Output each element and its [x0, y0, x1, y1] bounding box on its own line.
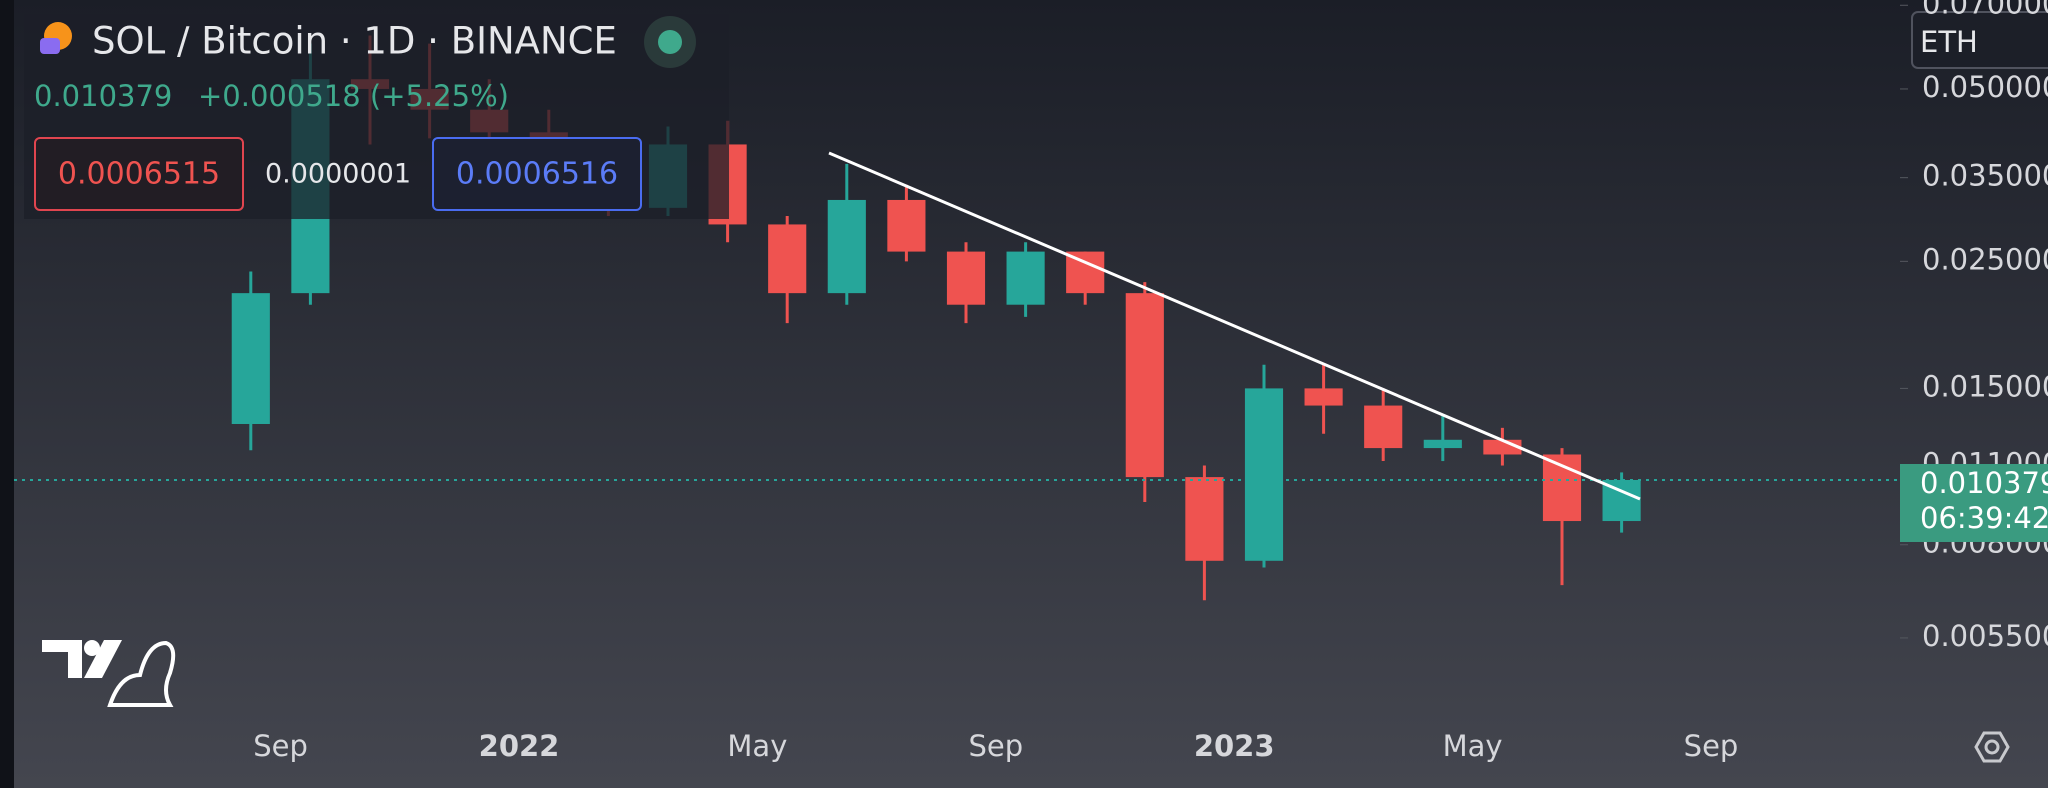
candle-body: [946, 251, 986, 305]
candle-body: [1364, 405, 1403, 449]
symbol-icon-sol: [40, 38, 60, 54]
last-price-label: 0.010379: [1920, 466, 2048, 500]
x-tick-label: 2022: [479, 729, 560, 763]
left-edge: [0, 0, 14, 788]
y-tick-label: 0.035000: [1922, 159, 2048, 193]
x-tick-label: Sep: [1684, 729, 1739, 763]
candle-body: [231, 293, 270, 424]
spread: 0.0000001: [265, 159, 411, 190]
sell-button[interactable]: [34, 137, 244, 211]
candle-body: [827, 199, 866, 294]
y-tick-label: 0.005500: [1922, 619, 2048, 653]
x-tick-label: May: [1443, 729, 1503, 763]
x-tick-label: 2023: [1194, 729, 1275, 763]
tv-logo: [42, 640, 176, 707]
last-price: 0.010379: [34, 79, 172, 113]
x-tick-label: May: [727, 729, 787, 763]
last-price-box: [1900, 463, 2048, 542]
logo-dino: [107, 640, 176, 707]
settings-icon[interactable]: [1974, 731, 2010, 763]
logo-slash: [84, 640, 122, 678]
logo-7: [42, 640, 82, 678]
bid-price[interactable]: 0.0006515: [58, 157, 220, 192]
y-tick-label: 0.025000: [1922, 242, 2048, 276]
y-tick-label: 0.050000: [1922, 70, 2048, 104]
status-dot: [658, 30, 682, 54]
x-tick-label: Sep: [968, 729, 1023, 763]
logo-dot: [84, 640, 100, 656]
ask-price[interactable]: 0.0006516: [456, 157, 618, 192]
compare-box[interactable]: [1911, 11, 2048, 69]
y-tick-label: 0.070000: [1922, 0, 2048, 20]
candle-body: [1423, 439, 1462, 449]
settings-dot[interactable]: [1984, 739, 2000, 755]
candle-body: [887, 199, 926, 252]
trend-line: [828, 151, 1641, 501]
settings-hex[interactable]: [1974, 731, 2010, 763]
candle-body: [1125, 293, 1164, 478]
symbol-title: SOL / Bitcoin · 1D · BINANCE: [92, 20, 617, 63]
candle-body: [1244, 388, 1284, 561]
candle-body: [1066, 251, 1105, 294]
candle-body: [768, 224, 807, 294]
y-tick-label: 0.015000: [1922, 369, 2048, 403]
price-change: +0.000518 (+5.25%): [198, 79, 509, 113]
compare-symbol[interactable]: ETH: [1920, 25, 1978, 59]
x-tick-label: Sep: [253, 729, 308, 763]
candle-body: [1304, 388, 1343, 406]
buy-button[interactable]: [432, 137, 642, 211]
countdown: 06:39:42: [1920, 501, 2048, 535]
candle-body: [1185, 477, 1224, 561]
candle-body: [1006, 251, 1045, 305]
